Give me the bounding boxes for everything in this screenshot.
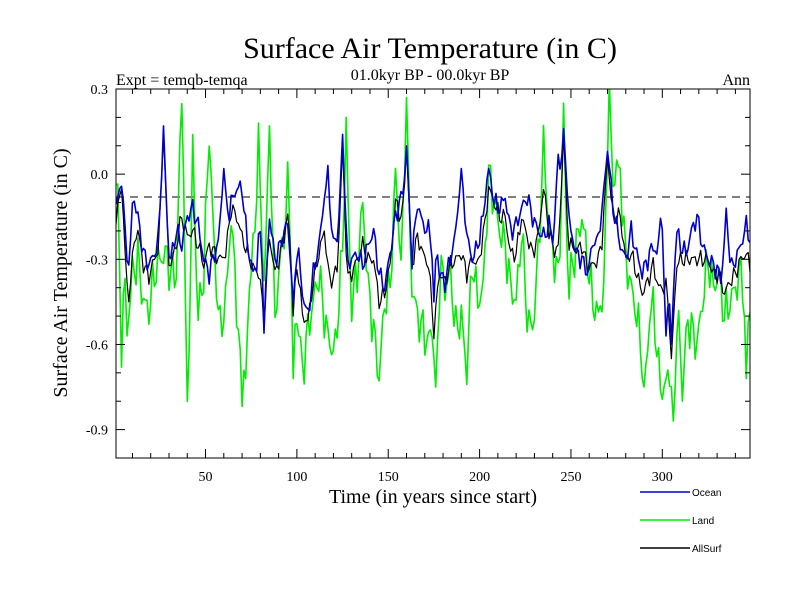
plot-frame [115, 88, 751, 459]
x-tick-label: 50 [199, 470, 213, 485]
series-line-allsurf [116, 131, 750, 360]
series-layer [116, 89, 750, 422]
legend: Ocean Land AllSurf [640, 488, 722, 555]
chart-title: Surface Air Temperature (in C) [243, 32, 617, 65]
x-tick-label: 100 [286, 470, 307, 485]
y-tick-label: 0.3 [91, 83, 109, 98]
x-tick-label: 150 [378, 470, 399, 485]
series-line-land [116, 89, 750, 422]
plot-area: 50 100 150 200 250 300 0.3 0.0 -0.3 -0.6 -0.9 [86, 83, 751, 485]
x-axis: 50 100 150 200 250 300 [131, 89, 736, 485]
legend-label-land: Land [692, 516, 714, 527]
y-tick-label: -0.6 [86, 338, 108, 353]
y-axis: 0.3 0.0 -0.3 -0.6 -0.9 [86, 83, 750, 459]
legend-label-ocean: Ocean [692, 488, 721, 499]
y-axis-label: Surface Air Temperature (in C) [50, 148, 72, 397]
x-tick-label: 250 [560, 470, 581, 485]
chart-subtitle: 01.0kyr BP - 00.0kyr BP [351, 67, 510, 84]
y-tick-label: -0.9 [86, 424, 108, 439]
season-label: Ann [722, 72, 750, 89]
legend-label-allsurf: AllSurf [692, 544, 722, 555]
x-tick-label: 200 [469, 470, 490, 485]
x-tick-label: 300 [652, 470, 673, 485]
experiment-label: Expt = temqb-temqa [116, 72, 248, 89]
y-tick-label: -0.3 [86, 253, 108, 268]
series-line-ocean [116, 125, 750, 346]
x-axis-label: Time (in years since start) [329, 486, 537, 508]
y-tick-label: 0.0 [91, 168, 109, 183]
